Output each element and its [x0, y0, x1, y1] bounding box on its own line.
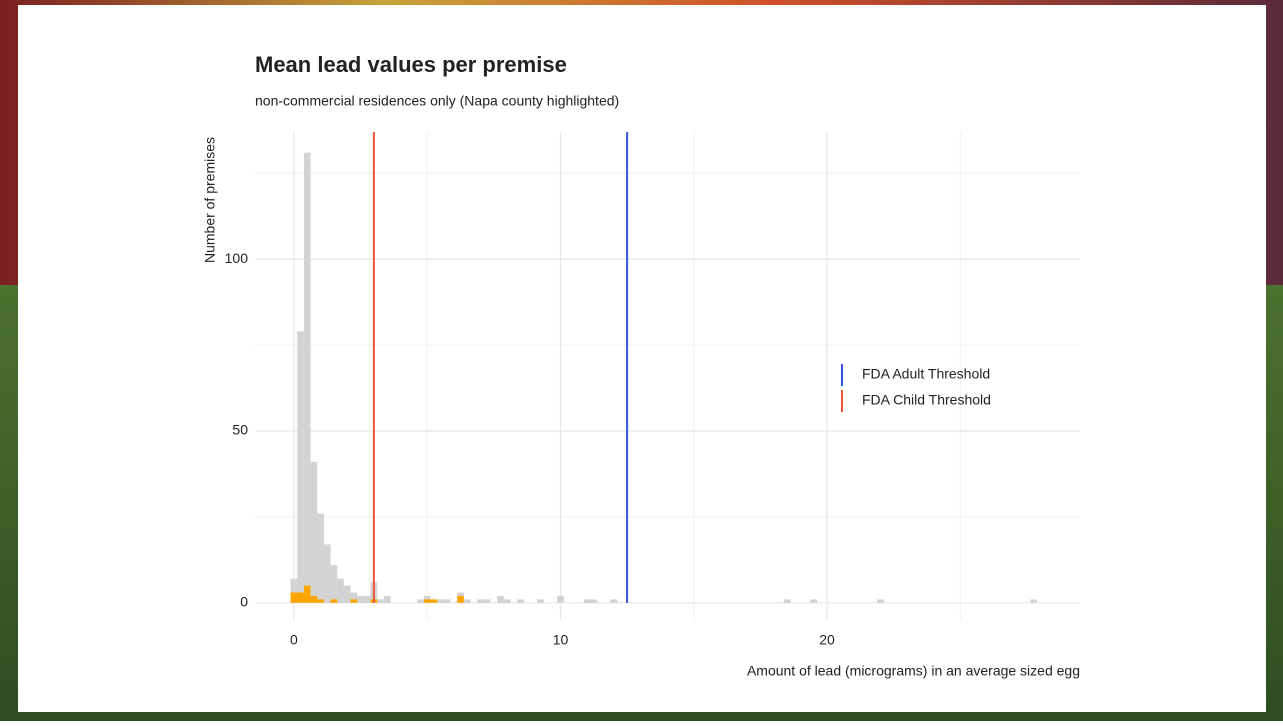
histogram-bar [323, 544, 331, 603]
histogram-bar [557, 595, 564, 603]
histogram-bar [377, 599, 384, 603]
x-tick-label: 10 [553, 632, 569, 648]
histogram-bar [297, 592, 304, 603]
legend-label: FDA Child Threshold [862, 392, 991, 408]
histogram-bar [423, 599, 431, 603]
chart-subtitle: non-commercial residences only (Napa cou… [255, 93, 619, 109]
chart-panel [18, 5, 1266, 712]
histogram-bar [350, 599, 358, 603]
x-axis-label: Amount of lead (micrograms) in an averag… [747, 663, 1080, 679]
histogram-bar [417, 599, 424, 603]
histogram-bar [290, 592, 298, 603]
histogram-bar [477, 599, 484, 603]
y-tick-label: 0 [240, 594, 248, 610]
histogram-bar [310, 461, 318, 603]
histogram-bar [423, 595, 431, 603]
chart-title: Mean lead values per premise [255, 52, 567, 77]
histogram-bar [303, 152, 311, 603]
histogram-bar [317, 513, 324, 603]
histogram-bar [357, 595, 364, 603]
histogram-bar [463, 599, 471, 603]
histogram-bar [810, 599, 818, 603]
histogram-bar [297, 331, 304, 603]
y-tick-label: 100 [225, 250, 249, 266]
histogram-bar [610, 599, 618, 603]
histogram-bar [783, 599, 791, 603]
chart: Mean lead values per premise non-commerc… [202, 52, 1080, 679]
y-axis-label: Number of premises [202, 137, 218, 263]
histogram-bar [343, 585, 351, 603]
histogram-bar [503, 599, 511, 603]
histogram-bar [583, 599, 591, 603]
y-tick-label: 50 [232, 422, 248, 438]
histogram-bar [877, 599, 884, 603]
histogram-bar [590, 599, 598, 603]
histogram-bar [430, 599, 438, 603]
legend-label: FDA Adult Threshold [862, 366, 990, 382]
histogram-bar [330, 599, 338, 603]
histogram-bar [437, 599, 444, 603]
histogram-bar [483, 599, 491, 603]
histogram-bar [310, 595, 318, 603]
histogram-bar [330, 565, 338, 603]
histogram-bar [363, 595, 371, 603]
histogram-bar [517, 599, 524, 603]
histogram-bar [317, 599, 324, 603]
histogram-bar [457, 595, 464, 603]
histogram-bar [290, 578, 298, 603]
histogram-bar [350, 592, 358, 603]
histogram-bar [443, 599, 451, 603]
histogram-bar [383, 595, 391, 603]
histogram-bar [303, 585, 311, 603]
histogram-bar [497, 595, 504, 603]
histogram-bar [337, 578, 344, 603]
x-tick-label: 0 [290, 632, 298, 648]
histogram-bar [1030, 599, 1037, 603]
x-tick-label: 20 [819, 632, 835, 648]
histogram-bar [537, 599, 544, 603]
